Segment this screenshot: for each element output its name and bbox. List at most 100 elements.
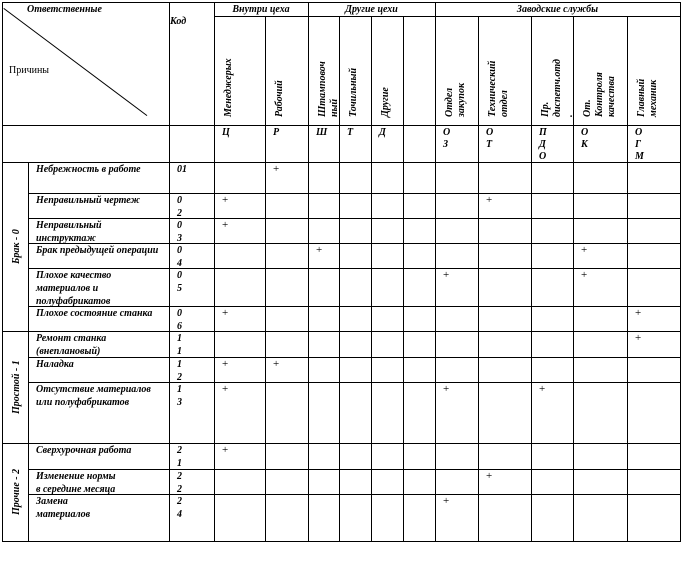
row-code: 2 [177, 208, 182, 219]
row-reason: Неправильный [36, 220, 102, 231]
grid-line [435, 2, 436, 541]
row-reason: Брак предыдущей операции [36, 245, 159, 256]
column-abbrev: О [486, 127, 494, 138]
grid-line [627, 16, 628, 541]
row-reason: Небрежность в работе [36, 164, 141, 175]
row-reason: материалов и [36, 283, 99, 294]
column-title: Отдел [444, 87, 455, 117]
column-title: Менеджерых [223, 58, 234, 117]
column-abbrev: Ш [316, 127, 328, 138]
responsibility-mark: + [581, 244, 588, 256]
column-abbrev: Д [379, 127, 386, 138]
group-title: Заводские службы [516, 4, 599, 15]
grid-line [28, 469, 680, 470]
grid-line [28, 357, 680, 358]
column-title: Точильный [348, 67, 359, 117]
column-title: . [564, 114, 575, 118]
grid-line [28, 218, 680, 219]
column-abbrev: О [539, 151, 547, 162]
responsibility-mark: + [486, 194, 493, 206]
grid-line [680, 2, 681, 542]
grid-line [28, 382, 680, 383]
column-abbrev: Д [539, 139, 546, 150]
reasons-label: Причины [9, 65, 50, 76]
row-reason: или полуфабрикатов [36, 397, 130, 408]
corner-diagonal [3, 8, 147, 116]
column-title: Другие [380, 87, 391, 117]
grid-line [214, 16, 680, 17]
responsibility-mark: + [443, 269, 450, 281]
grid-line [2, 2, 3, 542]
grid-line [28, 268, 680, 269]
row-reason: Отсутствие материалов [36, 384, 151, 395]
grid-line [573, 16, 574, 541]
row-code: 4 [177, 509, 182, 520]
row-code: 2 [177, 372, 182, 383]
responsible-label: Ответственные [27, 4, 102, 15]
grid-line [2, 541, 681, 542]
row-code: 5 [177, 283, 182, 294]
column-title: качества [606, 76, 617, 117]
column-title: ный [329, 98, 340, 117]
row-code: 0 [177, 220, 182, 231]
row-code: 0 [177, 308, 182, 319]
row-reason: Ремонт станка [36, 333, 107, 344]
column-title: отдел [499, 90, 510, 117]
responsibility-mark: + [443, 383, 450, 395]
column-title: закупок [456, 82, 467, 117]
column-abbrev: О [443, 127, 451, 138]
responsibility-mark: + [222, 307, 229, 319]
grid-line [2, 125, 680, 126]
group-title: Другие цехи [345, 4, 398, 15]
row-reason: Изменение нормы [36, 471, 116, 482]
code-header: Код [170, 16, 187, 27]
column-abbrev: З [443, 139, 449, 150]
grid-line [169, 2, 170, 541]
row-reason: в середине месяца [36, 484, 116, 495]
responsibility-mark: + [222, 194, 229, 206]
row-reason: Неправильный чертеж [36, 195, 140, 206]
category-label: Простой - 1 [11, 360, 22, 414]
grid-line [531, 16, 532, 541]
responsibility-mark: + [273, 358, 280, 370]
row-code: 1 [177, 333, 182, 344]
responsibility-mark: + [273, 163, 280, 175]
column-title: От. [582, 99, 593, 117]
column-title: Контроля [594, 72, 605, 117]
responsibility-mark: + [222, 383, 229, 395]
row-code: 1 [177, 458, 182, 469]
row-reason: Плохое качество [36, 270, 112, 281]
row-reason: материалов [36, 509, 91, 520]
row-reason: Сверхурочная работа [36, 445, 132, 456]
row-reason: Плохое состояние станка [36, 308, 153, 319]
row-reason: Замена [36, 496, 68, 507]
group-title: Внутри цеха [232, 4, 290, 15]
responsibility-mark: + [486, 470, 493, 482]
responsibility-mark: + [581, 269, 588, 281]
category-label: Брак - 0 [11, 229, 22, 264]
responsibility-mark: + [635, 307, 642, 319]
row-code: 2 [177, 484, 182, 495]
responsibility-mark: + [222, 444, 229, 456]
column-abbrev: Г [635, 139, 642, 150]
grid-line [478, 16, 479, 541]
grid-line [28, 162, 29, 541]
grid-line [2, 162, 680, 163]
responsibility-mark: + [443, 495, 450, 507]
grid-line [28, 243, 680, 244]
column-title: Главный [636, 78, 647, 117]
grid-line [28, 494, 680, 495]
grid-line [28, 306, 680, 307]
responsibility-mark: + [539, 383, 546, 395]
responsibility-mark: + [316, 244, 323, 256]
grid-line [265, 16, 266, 541]
column-abbrev: Т [347, 127, 354, 138]
row-code: 1 [177, 384, 182, 395]
row-reason: полуфабрикатов [36, 296, 111, 307]
row-code: 4 [177, 258, 182, 269]
row-code: 0 [177, 195, 182, 206]
responsibility-mark: + [222, 219, 229, 231]
column-abbrev: О [581, 127, 589, 138]
row-code: 6 [177, 321, 182, 332]
